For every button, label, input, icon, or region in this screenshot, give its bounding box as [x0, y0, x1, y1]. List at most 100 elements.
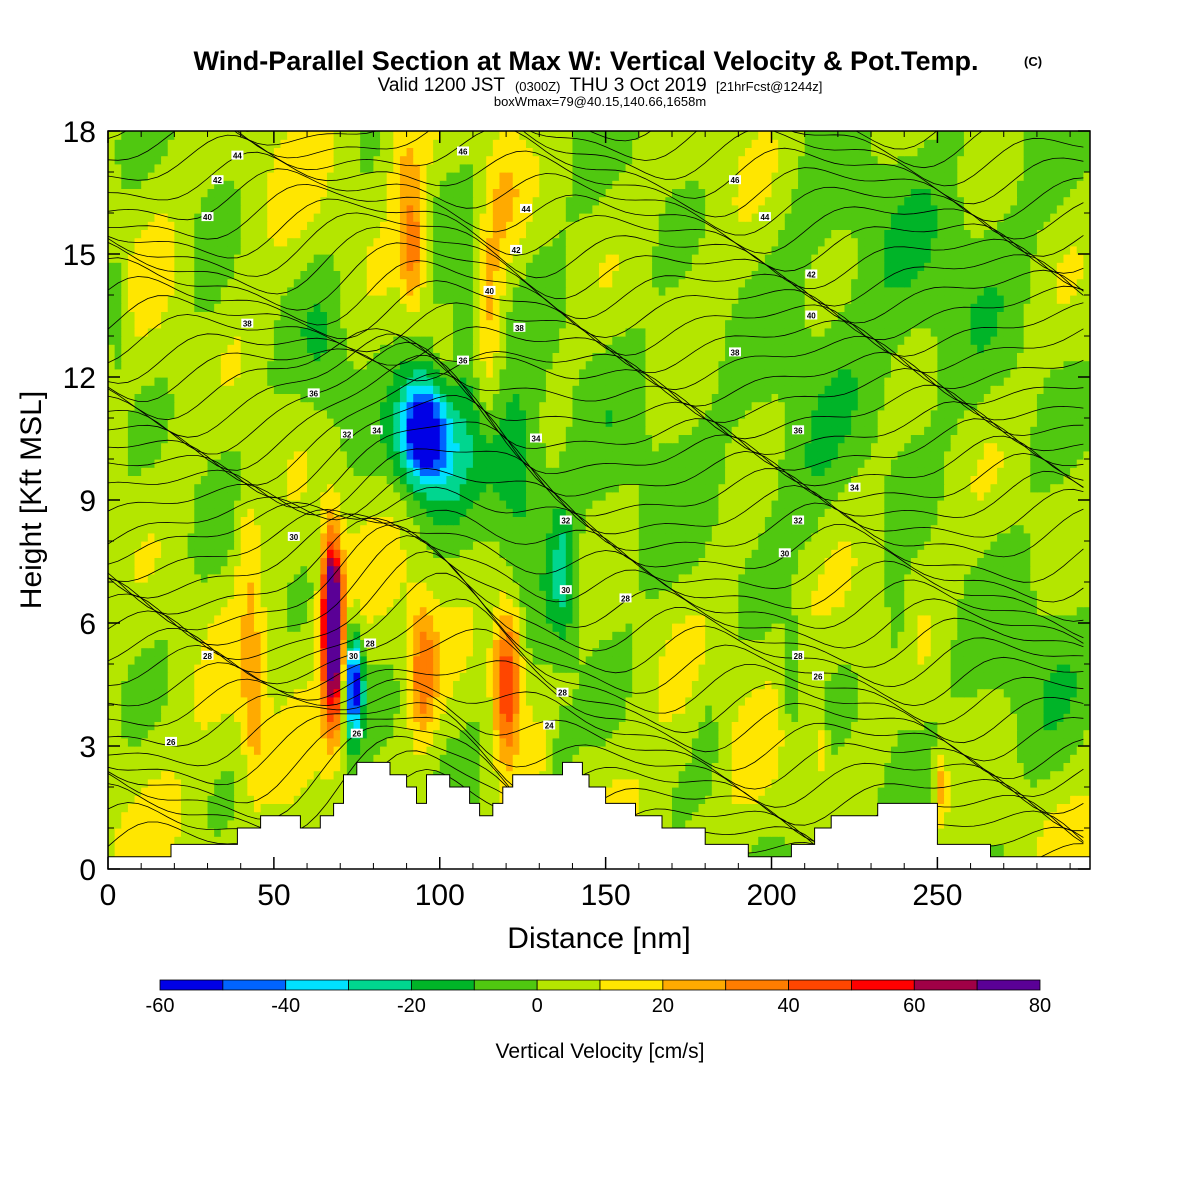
field-cell	[599, 688, 607, 698]
field-cell	[944, 787, 952, 796]
field-cell	[134, 631, 142, 640]
field-cell	[698, 762, 706, 772]
field-cell	[970, 811, 978, 821]
field-cell	[990, 836, 998, 845]
field-cell	[479, 680, 487, 690]
field-cell	[844, 778, 852, 788]
field-cell	[147, 819, 156, 829]
field-cell	[705, 729, 713, 739]
field-cell	[121, 729, 129, 739]
field-cell	[320, 721, 328, 731]
field-cell	[791, 803, 799, 813]
field-cell	[174, 778, 182, 788]
field-cell	[811, 778, 819, 788]
field-cell	[399, 655, 408, 665]
field-cell	[784, 778, 793, 788]
field-cell	[492, 729, 501, 739]
field-cell	[565, 647, 574, 657]
field-cell	[963, 729, 972, 739]
field-cell	[764, 844, 773, 854]
field-cell	[200, 762, 209, 772]
field-cell	[950, 713, 958, 722]
field-cell	[572, 721, 580, 731]
field-cell	[725, 705, 733, 714]
field-cell	[459, 729, 467, 739]
field-cell	[399, 590, 408, 599]
field-cell	[758, 795, 766, 804]
field-cell	[950, 770, 958, 780]
field-cell	[565, 729, 574, 739]
field-cell	[293, 803, 302, 813]
field-cell	[1070, 721, 1078, 731]
field-cell	[141, 672, 149, 681]
field-cell	[1003, 819, 1011, 829]
field-cell	[1036, 721, 1045, 731]
field-cell	[837, 754, 846, 763]
field-cell	[1017, 828, 1025, 837]
field-cell	[287, 680, 295, 690]
field-cell	[977, 811, 985, 821]
field-cell	[134, 787, 142, 796]
field-cell	[320, 614, 328, 624]
field-cell	[234, 803, 242, 813]
field-cell	[851, 729, 859, 739]
field-cell	[678, 729, 686, 739]
field-cell	[685, 639, 693, 649]
field-cell	[771, 844, 779, 854]
field-cell	[871, 721, 879, 731]
field-cell	[320, 770, 328, 780]
field-cell	[413, 778, 421, 788]
field-cell	[990, 672, 998, 681]
field-cell	[320, 647, 328, 657]
field-cell	[671, 655, 680, 665]
field-cell	[214, 688, 222, 698]
field-cell	[791, 664, 799, 673]
field-cell	[784, 696, 793, 706]
field-cell	[771, 819, 779, 829]
field-cell	[884, 639, 892, 649]
field-cell	[738, 746, 746, 755]
field-cell	[472, 631, 481, 640]
field-cell	[731, 721, 739, 731]
field-cell	[711, 647, 720, 657]
field-cell	[904, 696, 912, 706]
field-cell	[599, 647, 607, 657]
field-cell	[559, 696, 567, 706]
field-cell	[744, 729, 753, 739]
field-cell	[466, 606, 474, 616]
field-cell	[287, 762, 295, 772]
field-cell	[824, 754, 832, 763]
field-cell	[499, 713, 507, 722]
field-cell	[857, 713, 866, 722]
field-cell	[453, 778, 461, 788]
field-cell	[904, 606, 912, 616]
field-cell	[798, 713, 806, 722]
field-cell	[711, 811, 720, 821]
field-cell	[877, 647, 885, 657]
field-cell	[871, 770, 879, 780]
field-cell	[904, 770, 912, 780]
field-cell	[1036, 770, 1045, 780]
field-cell	[837, 705, 846, 714]
field-cell	[439, 737, 447, 747]
field-cell	[638, 598, 647, 608]
field-cell	[1010, 672, 1018, 681]
field-cell	[618, 705, 627, 714]
field-cell	[446, 754, 454, 763]
field-cell	[718, 713, 726, 722]
field-cell	[154, 647, 162, 657]
field-cell	[691, 655, 700, 665]
field-cell	[857, 762, 866, 772]
field-cell	[605, 655, 613, 665]
field-cell	[532, 696, 540, 706]
field-cell	[307, 606, 315, 616]
field-cell	[718, 672, 726, 681]
field-cell	[937, 803, 945, 813]
field-cell	[419, 770, 428, 780]
field-cell	[207, 713, 215, 722]
field-cell	[466, 680, 474, 690]
field-cell	[725, 606, 733, 616]
field-cell	[293, 737, 302, 747]
field-cell	[1056, 606, 1065, 616]
field-cell	[997, 598, 1005, 608]
